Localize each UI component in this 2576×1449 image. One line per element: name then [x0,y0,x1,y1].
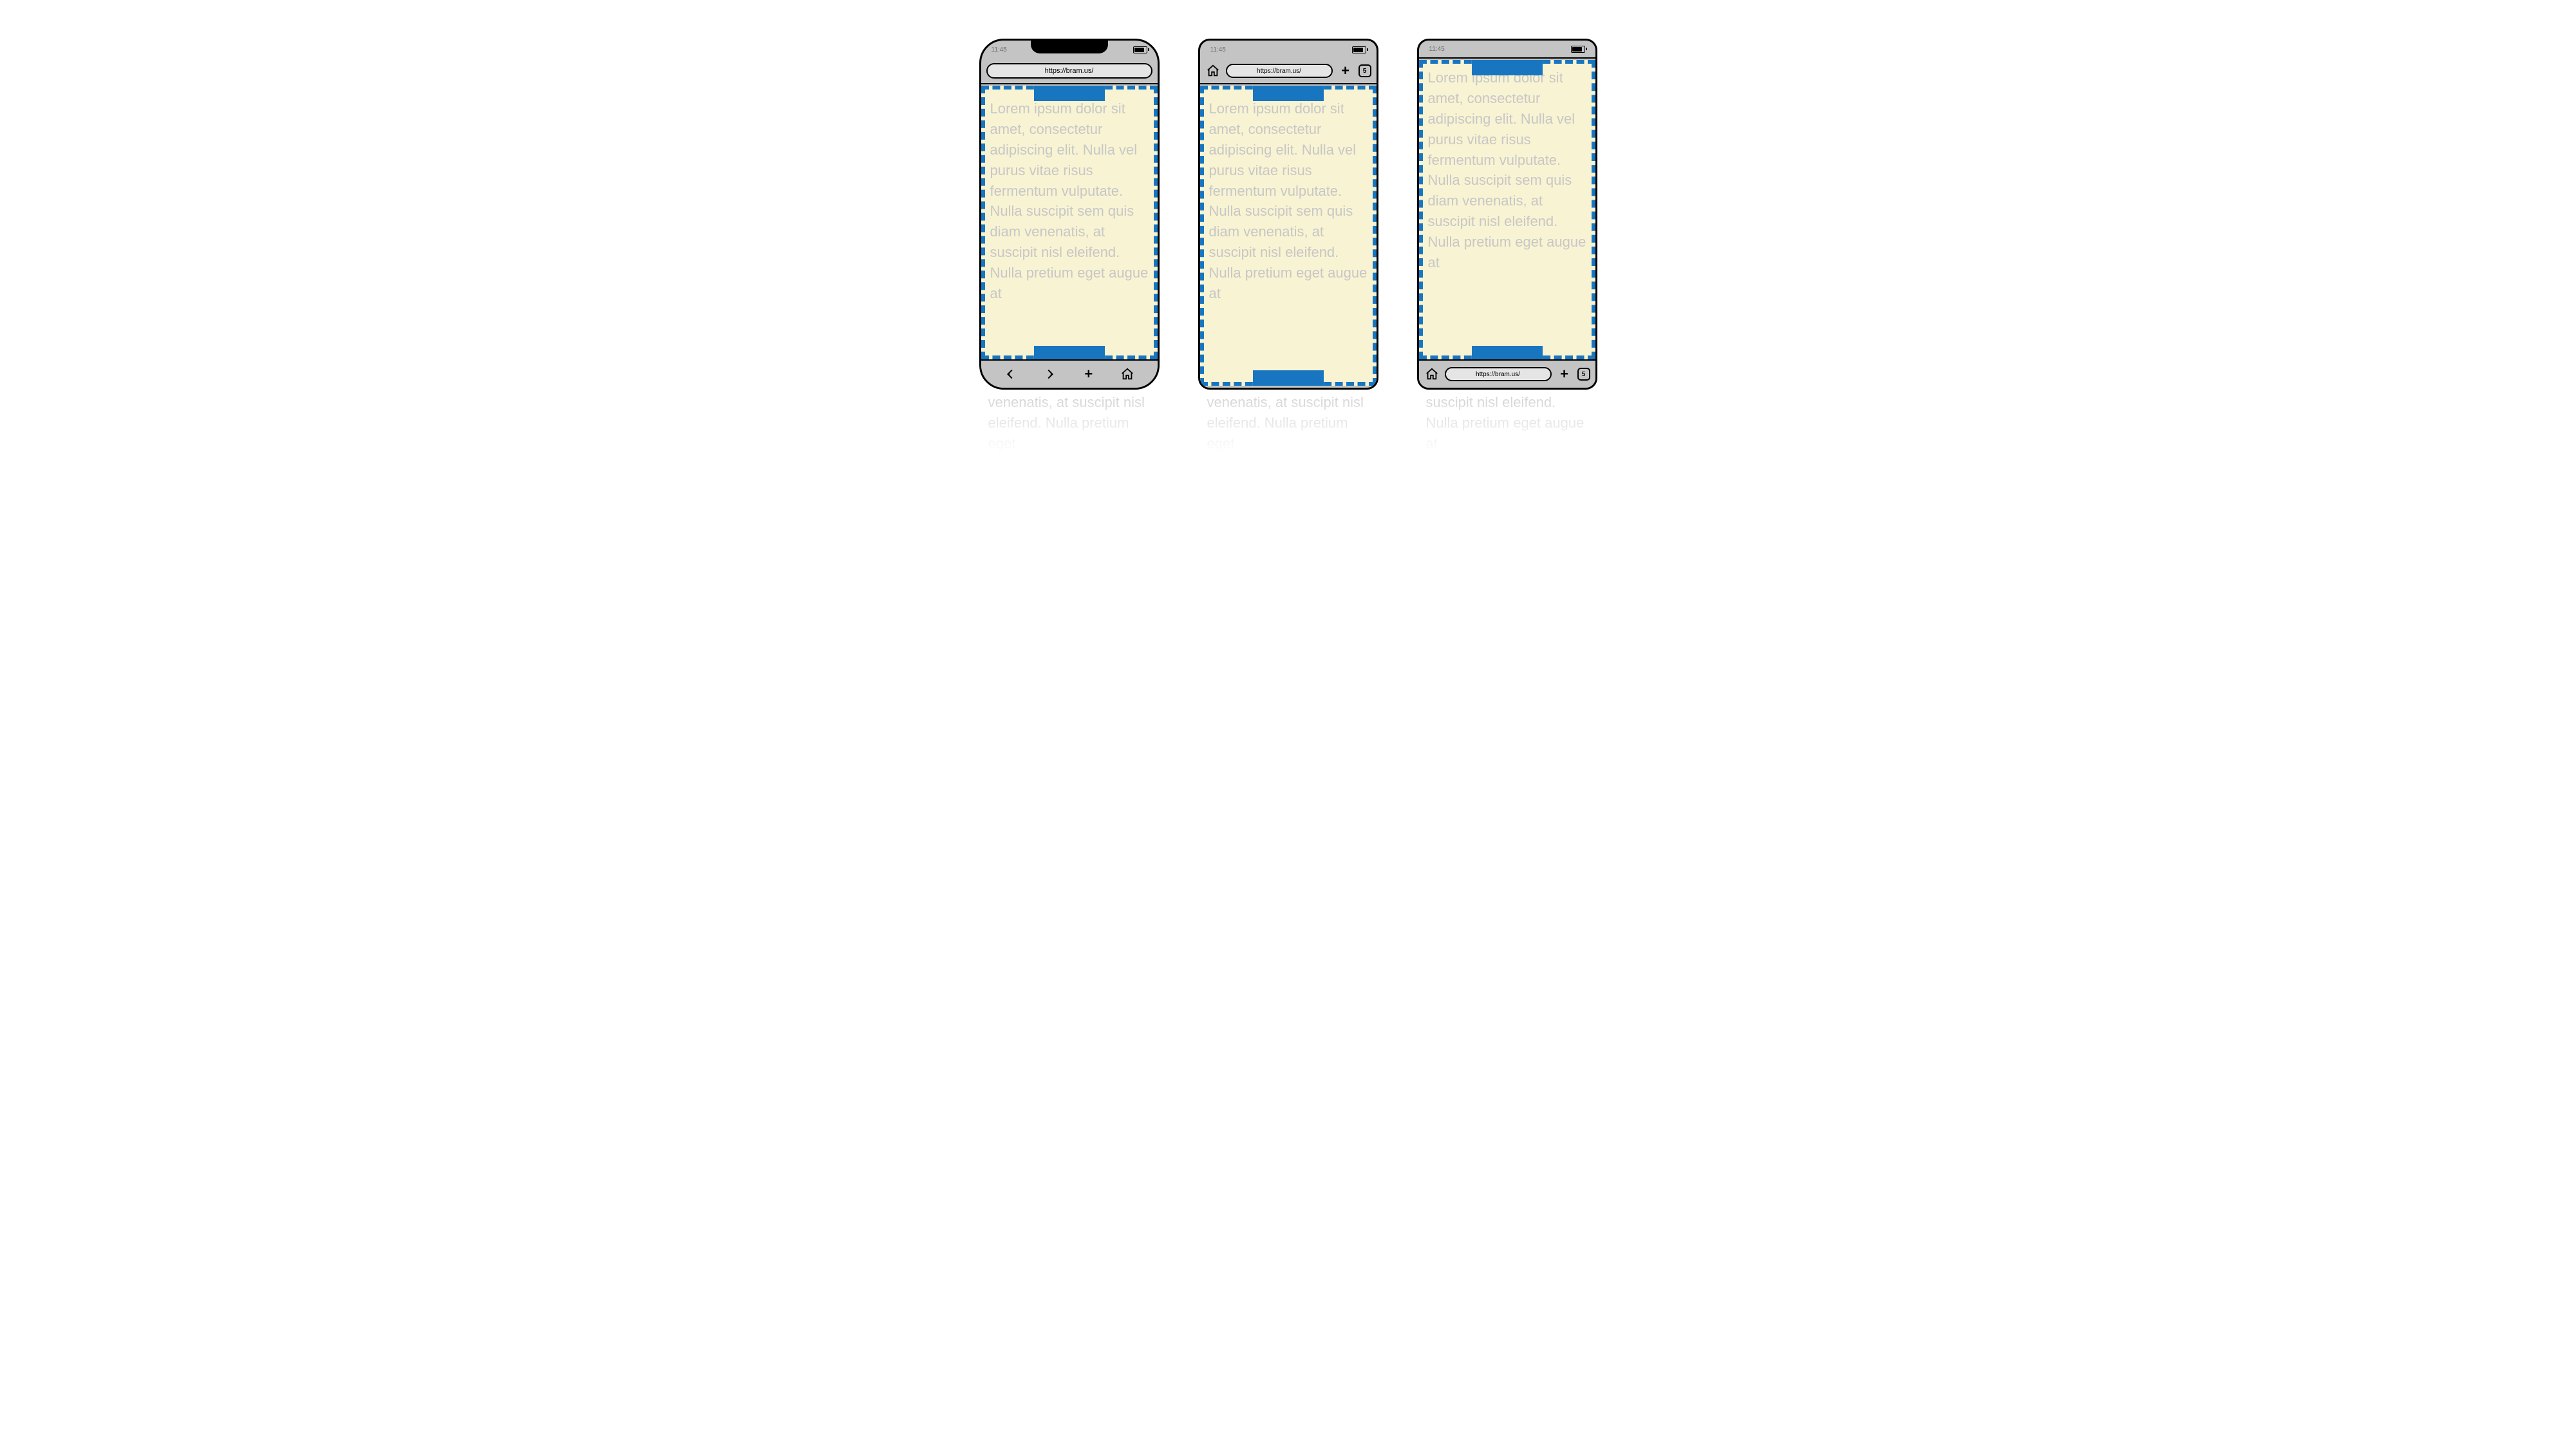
status-bar: 11:45 [1419,41,1595,59]
url-bar[interactable]: https://bram.us/ [986,63,1152,79]
toolbar-bottom: https://bram.us/ + 5 [1419,359,1595,388]
home-icon[interactable] [1205,63,1221,79]
device-frame: 11:45 https://bram.us/ + 5 Lorem ipsum d… [1198,39,1378,390]
content-text: Lorem ipsum dolor sit amet, consectetur … [990,99,1149,304]
back-icon[interactable] [1003,366,1019,382]
toolbar-bottom: + [981,359,1158,388]
tab-count[interactable]: 5 [1359,64,1371,77]
plus-icon[interactable]: + [1557,366,1572,382]
viewport-top-marker [1472,60,1543,75]
status-time: 11:45 [1429,46,1445,53]
reflection-text: suscipit nisl eleifend. Nulla pretium eg… [1417,390,1597,454]
tab-count[interactable]: 5 [1577,368,1590,381]
viewport: Lorem ipsum dolor sit amet, consectetur … [981,86,1158,359]
notch [1031,41,1108,53]
device-mockup-c: 11:45 Lorem ipsum dolor sit amet, consec… [1417,39,1597,390]
status-time: 11:45 [992,46,1007,53]
url-text: https://bram.us/ [1476,371,1520,378]
viewport-top-marker [1034,86,1105,101]
home-icon[interactable] [1424,366,1440,382]
status-bar: 11:45 [1200,41,1377,59]
viewport: Lorem ipsum dolor sit amet, consectetur … [1419,60,1595,359]
url-bar[interactable]: https://bram.us/ [1226,64,1333,78]
viewport-bottom-marker [1034,346,1105,359]
status-time: 11:45 [1210,46,1226,53]
url-text: https://bram.us/ [1257,68,1301,75]
reflection-text: venenatis, at suscipit nisl eleifend. Nu… [979,390,1160,454]
device-mockup-b: 11:45 https://bram.us/ + 5 Lorem ipsum d… [1198,39,1378,390]
device-frame: 11:45 https://bram.us/ Lorem ipsum dolor… [979,39,1160,390]
home-icon[interactable] [1120,366,1135,382]
content-text: Lorem ipsum dolor sit amet, consectetur … [1209,99,1368,304]
forward-icon[interactable] [1042,366,1057,382]
viewport-bottom-marker [1253,370,1324,386]
tab-count-value: 5 [1582,371,1586,378]
url-text: https://bram.us/ [1045,67,1094,75]
plus-icon[interactable]: + [1081,366,1096,382]
device-mockup-a: 11:45 https://bram.us/ Lorem ipsum dolor… [979,39,1160,390]
viewport-bottom-marker [1472,346,1543,359]
device-frame: 11:45 Lorem ipsum dolor sit amet, consec… [1417,39,1597,390]
viewport: Lorem ipsum dolor sit amet, consectetur … [1200,86,1377,386]
url-bar[interactable]: https://bram.us/ [1445,367,1552,381]
toolbar-top: https://bram.us/ [981,59,1158,84]
battery-icon [1133,46,1147,53]
content-text: Lorem ipsum dolor sit amet, consectetur … [1428,68,1586,273]
tab-count-value: 5 [1363,68,1367,75]
plus-icon[interactable]: + [1338,63,1353,79]
reflection-text: venenatis, at suscipit nisl eleifend. Nu… [1198,390,1378,454]
battery-icon [1571,46,1585,53]
viewport-top-marker [1253,86,1324,101]
toolbar-top: https://bram.us/ + 5 [1200,59,1377,84]
battery-icon [1352,46,1366,53]
